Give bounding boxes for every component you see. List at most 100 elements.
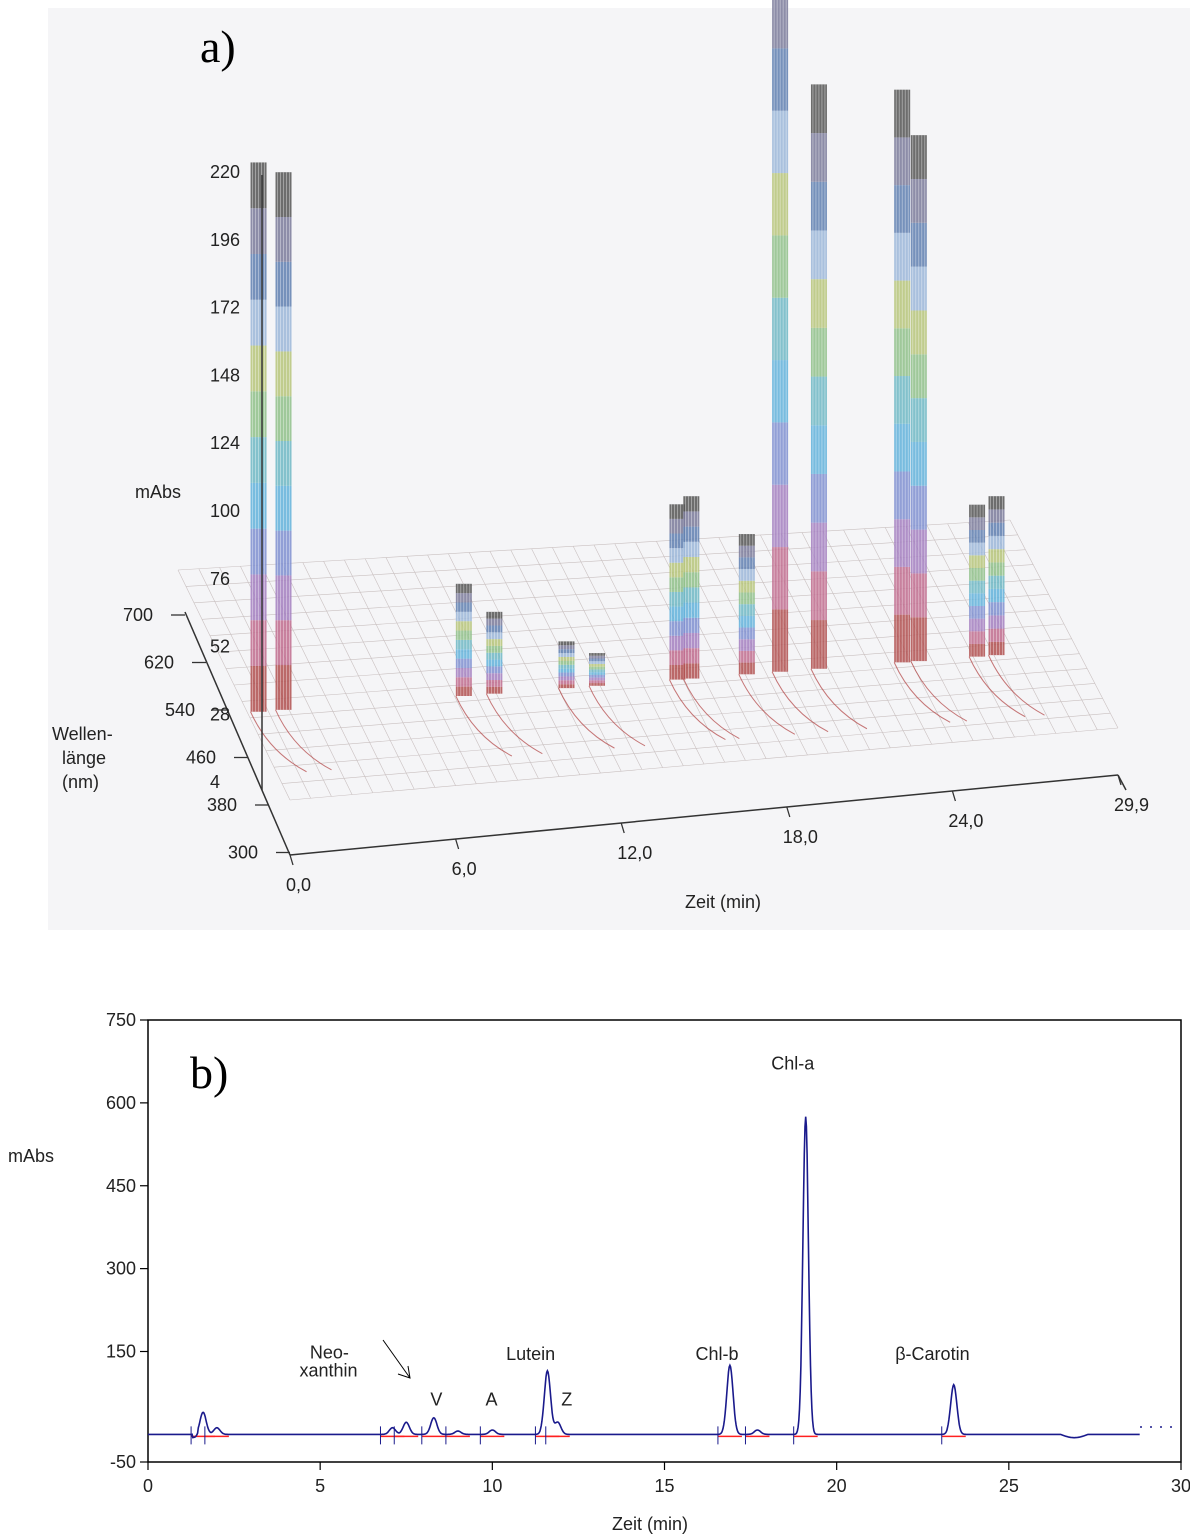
time-axis-line bbox=[289, 774, 1119, 856]
time-tick bbox=[786, 806, 791, 818]
time-axis-label: Zeit (min) bbox=[685, 892, 761, 912]
peak-annotations: Neo-xanthin V A Lutein Z Chl-b Chl-a β-Carotin bbox=[300, 1054, 970, 1410]
surface-peak bbox=[275, 172, 332, 771]
z-tick-label: 148 bbox=[210, 365, 240, 385]
panel-a-3d-chromatogram: a) 220 196 172 148 124 100 76 52 28 4 700 620 540 46… bbox=[48, 0, 1190, 930]
z-axis-ticks: 220 196 172 148 124 100 76 52 28 4 bbox=[210, 162, 240, 792]
y-tick-label: 450 bbox=[106, 1176, 136, 1196]
surface-peak-skirt bbox=[810, 668, 868, 730]
plot-frame bbox=[147, 1019, 1182, 1463]
surface-peak-skirt bbox=[558, 687, 615, 749]
wavelength-tick-label: 540 bbox=[165, 700, 195, 720]
surface-peak bbox=[455, 583, 513, 757]
panel-a-background bbox=[48, 8, 1190, 930]
wavelength-axis-ticks: 700 620 540 460 380 300 bbox=[123, 605, 290, 863]
surface-peak bbox=[893, 89, 951, 723]
wavelength-axis-label: Wellen-länge (nm) bbox=[52, 724, 113, 792]
surface-peak-skirt bbox=[968, 656, 1026, 718]
time-axis-ticks: 0,0 6,0 12,0 18,0 24,0 29,9 bbox=[286, 774, 1149, 895]
time-tick-label: 12,0 bbox=[617, 843, 652, 863]
chromatogram-trace bbox=[148, 1116, 1140, 1439]
surface-peak-skirt bbox=[893, 662, 951, 723]
z-tick-label: 220 bbox=[210, 162, 240, 182]
z-tick-label: 172 bbox=[210, 298, 240, 318]
time-tick-label: 6,0 bbox=[452, 859, 477, 879]
surface-peak-skirt bbox=[682, 678, 740, 739]
surface-peak bbox=[968, 504, 1026, 718]
surface-peak-skirt bbox=[988, 654, 1045, 716]
surface-peak bbox=[558, 641, 615, 749]
floor-grid-line bbox=[177, 519, 1011, 571]
peak-label: Lutein bbox=[506, 1344, 555, 1364]
floor-grid-line bbox=[193, 549, 1026, 604]
floor-grid-line bbox=[185, 534, 1018, 587]
surface-peak-skirt bbox=[738, 674, 796, 735]
neoxanthin-arrow-line bbox=[382, 1339, 411, 1379]
panel-a-label: a) bbox=[200, 21, 236, 72]
z-axis-label: mAbs bbox=[135, 482, 181, 502]
peak-label: V bbox=[430, 1390, 442, 1410]
surface-peak bbox=[588, 653, 646, 747]
z-tick-label: 52 bbox=[210, 637, 230, 657]
x-tick-label: 5 bbox=[315, 1476, 325, 1496]
surface-peak-skirt bbox=[250, 711, 307, 773]
floor-grid-line bbox=[265, 683, 1095, 752]
wavelength-tick-label: 300 bbox=[228, 843, 258, 863]
time-tick-label: 0,0 bbox=[286, 875, 311, 895]
time-tick bbox=[289, 854, 294, 866]
x-tick-label: 15 bbox=[654, 1476, 674, 1496]
surface-floor-grid bbox=[177, 519, 1119, 801]
peak-label: xanthin bbox=[300, 1360, 358, 1380]
time-tick-label: 18,0 bbox=[783, 827, 818, 847]
baseline-marks bbox=[190, 1426, 966, 1445]
y-tick-label: 600 bbox=[106, 1093, 136, 1113]
y-tick-label: 300 bbox=[106, 1259, 136, 1279]
floor-grid-line bbox=[241, 638, 1072, 702]
surface-peak bbox=[771, 0, 829, 733]
time-tick bbox=[620, 822, 625, 834]
y-tick-label: 150 bbox=[106, 1342, 136, 1362]
surface-peak-skirt bbox=[485, 693, 543, 755]
peak-label: Chl-b bbox=[695, 1344, 738, 1364]
surface-ridges bbox=[250, 0, 1045, 773]
floor-grid-line bbox=[249, 653, 1080, 719]
x-axis-ticks: 0 5 10 15 20 25 30 bbox=[143, 1462, 1190, 1496]
z-tick-label: 28 bbox=[210, 704, 230, 724]
neoxanthin-arrow-head bbox=[397, 1365, 411, 1379]
y-axis-ticks: -50 150 300 450 600 750 bbox=[106, 1010, 148, 1472]
wavelength-tick-label: 380 bbox=[207, 795, 237, 815]
x-tick-label: 0 bbox=[143, 1476, 153, 1496]
wavelength-tick-label: 700 bbox=[123, 605, 153, 625]
peak-label: A bbox=[485, 1390, 497, 1410]
surface-peak bbox=[810, 84, 868, 730]
y-tick-label: 750 bbox=[106, 1010, 136, 1030]
time-tick bbox=[1117, 774, 1122, 786]
surface-peak-skirt bbox=[588, 685, 646, 747]
surface-peak bbox=[738, 534, 796, 735]
panel-b-label: b) bbox=[190, 1047, 228, 1098]
surface-peak-skirt bbox=[771, 671, 829, 733]
peak-label: Chl-a bbox=[771, 1054, 815, 1074]
surface-peak bbox=[485, 611, 543, 755]
x-axis-label: Zeit (min) bbox=[612, 1514, 688, 1534]
surface-peak bbox=[682, 496, 740, 739]
wavelength-tick-label: 620 bbox=[144, 653, 174, 673]
x-tick-label: 10 bbox=[482, 1476, 502, 1496]
x-tick-label: 30 bbox=[1171, 1476, 1190, 1496]
surface-peak-skirt bbox=[275, 709, 332, 771]
surface-peak-skirt bbox=[669, 679, 726, 741]
wavelength-axis-line bbox=[184, 611, 291, 856]
wavelength-tick-label: 460 bbox=[186, 748, 216, 768]
floor-grid-line bbox=[289, 727, 1119, 801]
time-tick bbox=[951, 790, 957, 802]
floor-grid-line bbox=[281, 712, 1111, 784]
surface-peak bbox=[988, 496, 1045, 716]
z-tick-label: 100 bbox=[210, 501, 240, 521]
z-tick-label: 4 bbox=[210, 772, 220, 792]
y-tick-label: -50 bbox=[110, 1452, 136, 1472]
time-tick-label: 24,0 bbox=[948, 811, 983, 831]
z-tick-label: 124 bbox=[210, 433, 240, 453]
floor-grid-line bbox=[273, 697, 1103, 768]
